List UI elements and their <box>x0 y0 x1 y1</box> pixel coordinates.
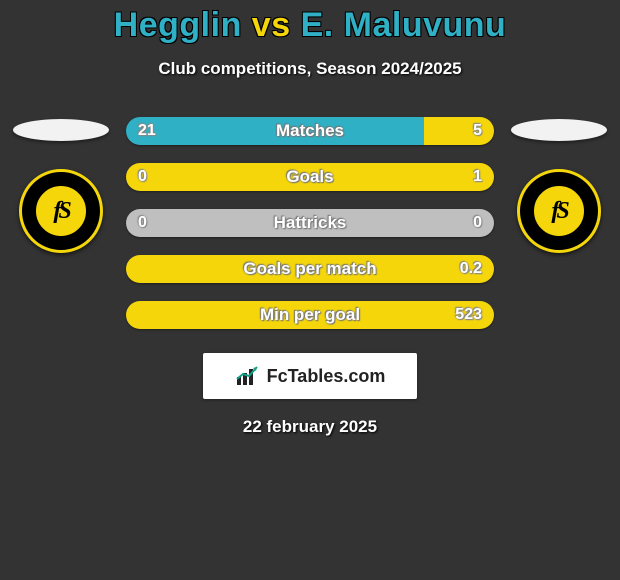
comparison-card: Hegglin vs E. Maluvunu Club competitions… <box>0 0 620 437</box>
watermark-chart-icon <box>235 365 261 387</box>
stat-row: Hattricks00 <box>126 209 494 237</box>
comparison-body: fS Matches215 Goals01 Hattricks00 Goals per… <box>0 117 620 329</box>
stat-bar-right-segment <box>126 255 494 283</box>
stat-row: Goals01 <box>126 163 494 191</box>
right-flag-icon <box>511 119 607 141</box>
stat-bars: Matches215 Goals01 Hattricks00 Goals per ma… <box>126 117 494 329</box>
stat-bar-right-segment <box>310 209 494 237</box>
stat-bar-left-segment <box>126 117 424 145</box>
stat-bar-right-segment <box>126 163 494 191</box>
left-club-initials: fS <box>53 198 68 225</box>
subtitle: Club competitions, Season 2024/2025 <box>0 59 620 79</box>
watermark-text: FcTables.com <box>267 366 386 387</box>
stat-row: Goals per match0.2 <box>126 255 494 283</box>
snapshot-date: 22 february 2025 <box>0 417 620 437</box>
left-club-badge-icon: fS <box>19 169 103 253</box>
left-flag-icon <box>13 119 109 141</box>
page-title: Hegglin vs E. Maluvunu <box>0 6 620 45</box>
watermark: FcTables.com <box>203 353 417 399</box>
stat-bar-left-segment <box>126 209 310 237</box>
title-vs: vs <box>252 6 291 44</box>
stat-row: Min per goal523 <box>126 301 494 329</box>
stat-bar-right-segment <box>126 301 494 329</box>
right-player-column: fS <box>504 117 614 253</box>
right-club-badge-icon: fS <box>517 169 601 253</box>
stat-bar-right-segment <box>424 117 494 145</box>
stat-row: Matches215 <box>126 117 494 145</box>
right-club-initials: fS <box>551 198 566 225</box>
title-player2: E. Maluvunu <box>301 6 507 44</box>
left-player-column: fS <box>6 117 116 253</box>
title-player1: Hegglin <box>114 6 242 44</box>
